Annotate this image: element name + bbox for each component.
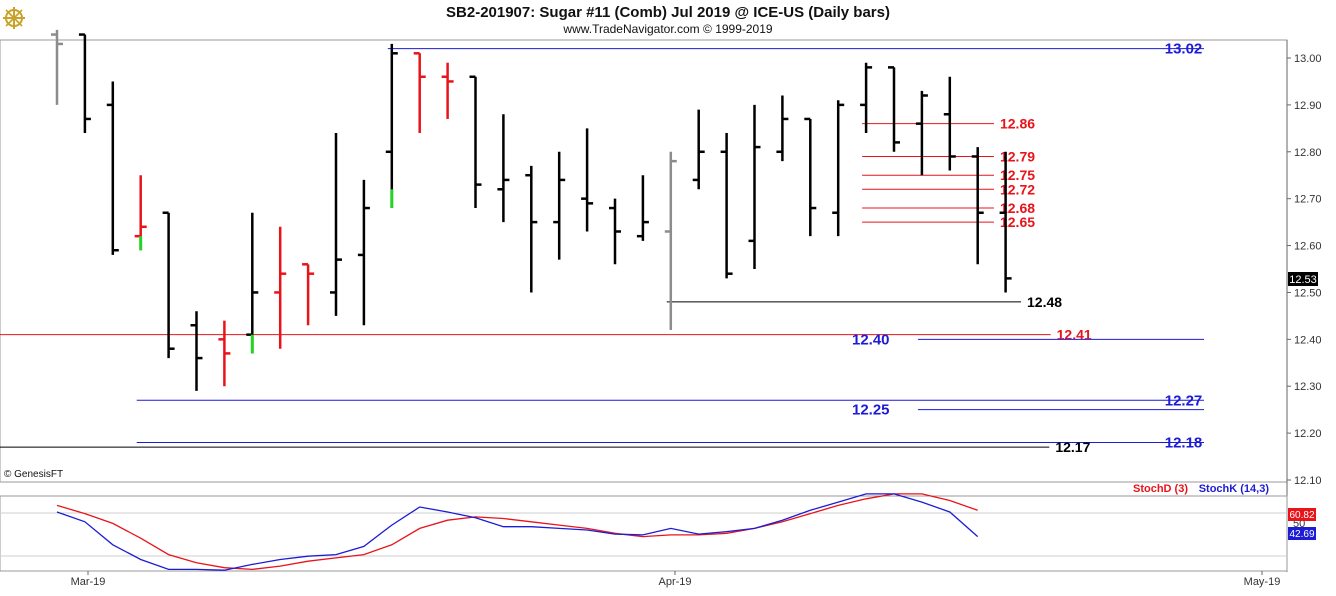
price-pane-frame [0,39,1288,483]
x-tick-label: Mar-19 [71,576,106,588]
level-label: 13.02 [1165,41,1203,58]
y-tick-label: 12.80 [1294,147,1322,159]
level-label: 12.18 [1165,434,1203,451]
copyright-label: © GenesisFT [4,469,63,480]
level-label: 12.79 [1000,148,1035,164]
y-tick-label: 12.10 [1294,475,1322,487]
chart-subtitle: www.TradeNavigator.com © 1999-2019 [562,22,772,36]
x-tick-label: Apr-19 [658,576,691,588]
stochastic-lines-layer [56,493,979,571]
legend-stochd: StochD (3) [1133,483,1188,495]
legend-stochk: StochK (14,3) [1199,483,1270,495]
level-label: 12.27 [1165,392,1203,409]
ship-wheel-logo-icon [3,7,25,29]
chart-title: SB2-201907: Sugar #11 (Comb) Jul 2019 @ … [446,4,890,21]
level-label: 12.40 [852,331,890,348]
y-tick-label: 12.40 [1294,334,1322,346]
y-tick-label: 13.00 [1294,53,1322,65]
stochk-value-box [1288,527,1316,540]
y-tick-label: 12.50 [1294,287,1322,299]
x-axis-ticks: Mar-19 Apr-19 May-19 [71,571,1281,588]
level-label: 12.75 [1000,167,1035,183]
level-label: 12.25 [852,402,890,419]
y-tick-label: 12.20 [1294,428,1322,440]
last-price-box [1288,272,1318,286]
stochastic-pane-frame [0,495,1288,572]
level-label: 12.86 [1000,116,1035,132]
stoch-line [56,493,979,571]
last-price-label: 12.53 [1289,274,1317,286]
level-label: 12.65 [1000,214,1035,230]
level-label: 12.48 [1027,294,1062,310]
stochk-value: 42.69 [1289,529,1314,540]
y-tick-label: 12.30 [1294,381,1322,393]
stoch-line [56,493,978,571]
y-tick-label: 12.70 [1294,194,1322,206]
level-label: 12.41 [1057,327,1092,343]
level-label: 12.68 [1000,200,1035,216]
y-tick-label: 12.90 [1294,100,1322,112]
x-tick-label: May-19 [1244,576,1281,588]
level-label: 12.17 [1055,439,1090,455]
stochd-value: 60.82 [1289,510,1314,521]
stochd-value-box [1288,508,1316,521]
ohlc-bars-layer [51,29,1012,391]
y-axis-ticks: 13.00 12.90 12.80 12.70 12.60 12.50 12.40 12.30… [1287,53,1322,487]
y-tick-label: 12.60 [1294,241,1322,253]
level-label: 12.72 [1000,181,1035,197]
